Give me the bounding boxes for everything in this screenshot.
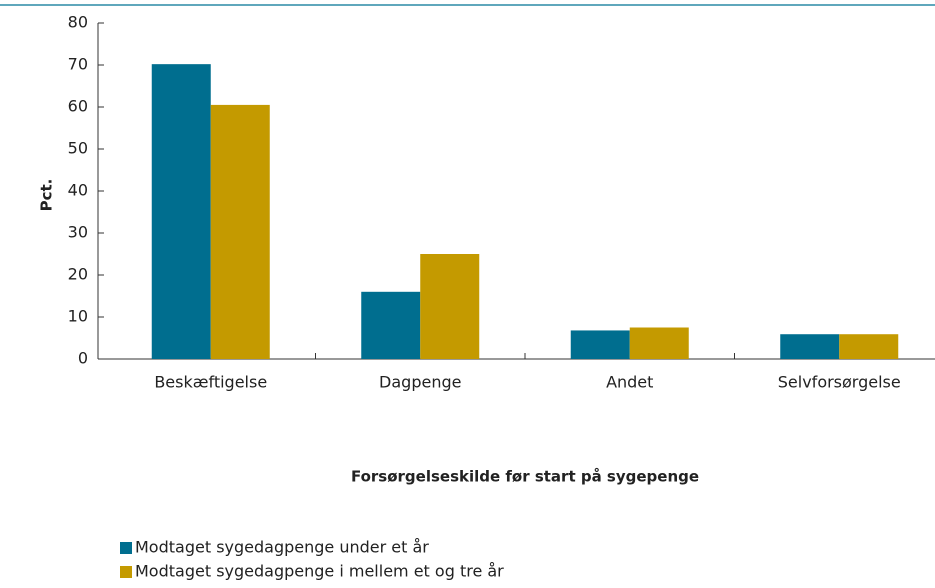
x-tick-label: Beskæftigelse [154, 373, 267, 392]
bar [629, 327, 689, 359]
x-tick-label: Andet [606, 373, 653, 392]
y-tick-label: 60 [68, 97, 88, 116]
y-tick-label: 40 [68, 181, 88, 200]
bar [151, 64, 211, 359]
bar [420, 254, 480, 359]
x-tick-label: Dagpenge [379, 373, 461, 392]
y-tick-label: 10 [68, 307, 88, 326]
y-tick-label: 50 [68, 139, 88, 158]
x-axis-label: Forsørgelseskilde før start på sygepenge [351, 468, 699, 486]
bar [780, 334, 840, 359]
y-tick-label: 30 [68, 223, 88, 242]
y-tick-label: 80 [68, 13, 88, 32]
bar [361, 291, 421, 359]
bar [210, 104, 270, 360]
y-tick-label: 20 [68, 265, 88, 284]
x-tick-label: Selvforsørgelse [778, 373, 901, 392]
y-axis-label: Pct. [38, 179, 56, 212]
bar [570, 330, 630, 359]
legend-label: Modtaget sygedagpenge under et år [135, 538, 429, 557]
bar [839, 334, 899, 359]
y-tick-label: 0 [78, 349, 88, 368]
legend-swatch [120, 566, 132, 578]
y-tick-label: 70 [68, 55, 88, 74]
legend-label: Modtaget sygedagpenge i mellem et og tre… [135, 562, 504, 581]
legend-swatch [120, 542, 132, 554]
